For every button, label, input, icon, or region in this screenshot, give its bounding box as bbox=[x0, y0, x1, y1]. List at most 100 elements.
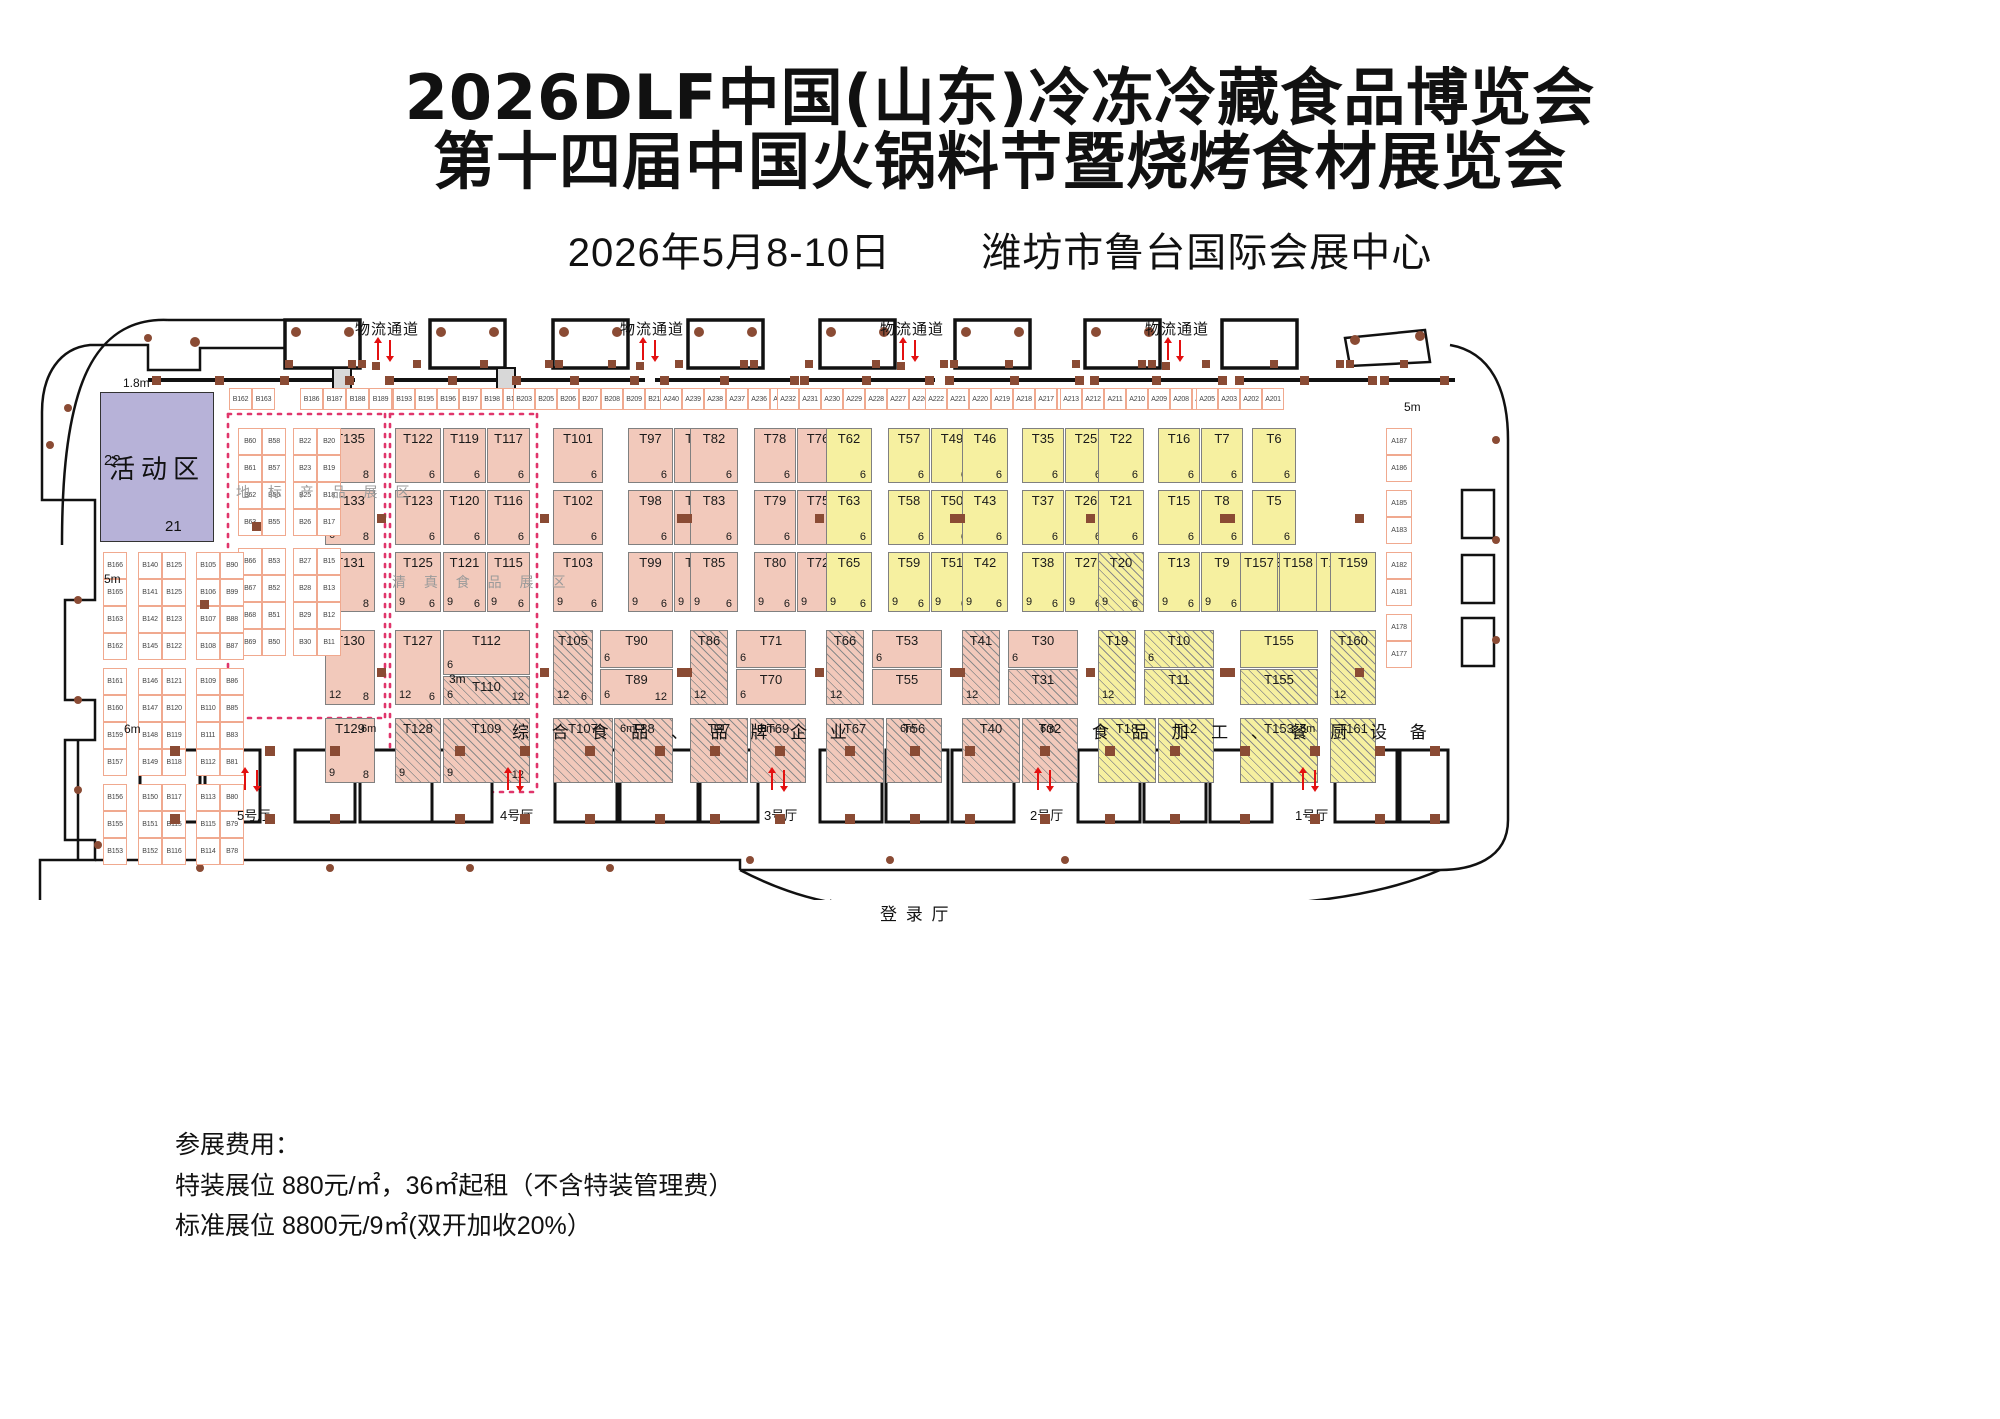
small-booth-b56[interactable]: B56 bbox=[262, 482, 286, 509]
small-booth-a230[interactable]: A230 bbox=[821, 388, 843, 410]
small-booth-a237[interactable]: A237 bbox=[726, 388, 748, 410]
small-booth-b156[interactable]: B156 bbox=[103, 784, 127, 811]
small-booth-b19[interactable]: B19 bbox=[317, 455, 341, 482]
small-booth-b114[interactable]: B114 bbox=[196, 838, 220, 865]
small-booth-b83[interactable]: B83 bbox=[220, 722, 244, 749]
small-booth-b198[interactable]: B198 bbox=[481, 388, 503, 410]
small-booth-a209[interactable]: A209 bbox=[1148, 388, 1170, 410]
booth-t105[interactable]: T105 12 6 bbox=[553, 630, 593, 705]
small-booth-b152[interactable]: B152 bbox=[138, 838, 162, 865]
small-booth-a238[interactable]: A238 bbox=[704, 388, 726, 410]
booth-t43[interactable]: T43 6 bbox=[962, 490, 1008, 545]
small-booth-b195[interactable]: B195 bbox=[415, 388, 437, 410]
booth-t67[interactable]: T67 bbox=[826, 718, 884, 783]
small-booth-b203[interactable]: B203 bbox=[513, 388, 535, 410]
booth-t20[interactable]: T20 9 6 bbox=[1098, 552, 1144, 612]
activity-area[interactable]: 活动区 bbox=[100, 392, 214, 542]
booth-t57[interactable]: T57 6 bbox=[888, 428, 930, 483]
small-booth-b22[interactable]: B22 bbox=[293, 428, 317, 455]
small-booth-b13[interactable]: B13 bbox=[317, 575, 341, 602]
small-booth-a187[interactable]: A187 bbox=[1386, 428, 1412, 455]
small-booth-b112[interactable]: B112 bbox=[196, 749, 220, 776]
small-booth-b159[interactable]: B159 bbox=[103, 722, 127, 749]
small-booth-b186[interactable]: B186 bbox=[300, 388, 323, 410]
booth-t38[interactable]: T38 9 6 bbox=[1022, 552, 1064, 612]
small-booth-b109[interactable]: B109 bbox=[196, 668, 220, 695]
booth-t155[interactable]: T155 bbox=[1240, 630, 1318, 668]
booth-t53[interactable]: T53 6 bbox=[872, 630, 942, 668]
booth-t31[interactable]: T31 bbox=[1008, 669, 1078, 705]
small-booth-a231[interactable]: A231 bbox=[799, 388, 821, 410]
booth-t46[interactable]: T46 6 bbox=[962, 428, 1008, 483]
small-booth-b58[interactable]: B58 bbox=[262, 428, 286, 455]
booth-t85[interactable]: T85 9 6 bbox=[690, 552, 738, 612]
booth-t37[interactable]: T37 6 bbox=[1022, 490, 1064, 545]
booth-t121[interactable]: T121 9 6 bbox=[443, 552, 486, 612]
booth-t78[interactable]: T78 6 bbox=[754, 428, 796, 483]
booth-t41[interactable]: T41 12 bbox=[962, 630, 1000, 705]
small-booth-b150[interactable]: B150 bbox=[138, 784, 162, 811]
small-booth-b189[interactable]: B189 bbox=[369, 388, 392, 410]
small-booth-b23[interactable]: B23 bbox=[293, 455, 317, 482]
small-booth-a186[interactable]: A186 bbox=[1386, 455, 1412, 482]
small-booth-a213[interactable]: A213 bbox=[1060, 388, 1082, 410]
booth-t82[interactable]: T82 6 bbox=[690, 428, 738, 483]
small-booth-a232[interactable]: A232 bbox=[777, 388, 799, 410]
small-booth-a203[interactable]: A203 bbox=[1218, 388, 1240, 410]
small-booth-a181[interactable]: A181 bbox=[1386, 579, 1412, 606]
small-booth-b163[interactable]: B163 bbox=[252, 388, 275, 410]
small-booth-b99[interactable]: B99 bbox=[220, 579, 244, 606]
small-booth-b196[interactable]: B196 bbox=[437, 388, 459, 410]
small-booth-b148[interactable]: B148 bbox=[138, 722, 162, 749]
small-booth-b197[interactable]: B197 bbox=[459, 388, 481, 410]
small-booth-b165[interactable]: B165 bbox=[103, 579, 127, 606]
small-booth-b108[interactable]: B108 bbox=[196, 633, 220, 660]
small-booth-b188[interactable]: B188 bbox=[346, 388, 369, 410]
small-booth-a222[interactable]: A222 bbox=[925, 388, 947, 410]
small-booth-b18[interactable]: B18 bbox=[317, 482, 341, 509]
small-booth-b205[interactable]: B205 bbox=[535, 388, 557, 410]
booth-t120[interactable]: T120 6 bbox=[443, 490, 486, 545]
small-booth-b187[interactable]: B187 bbox=[323, 388, 346, 410]
booth-t5[interactable]: T5 6 bbox=[1252, 490, 1296, 545]
booth-t125[interactable]: T125 9 6 bbox=[395, 552, 441, 612]
small-booth-b107[interactable]: B107 bbox=[196, 606, 220, 633]
small-booth-b147[interactable]: B147 bbox=[138, 695, 162, 722]
small-booth-b15[interactable]: B15 bbox=[317, 548, 341, 575]
small-booth-b80[interactable]: B80 bbox=[220, 784, 244, 811]
small-booth-b120[interactable]: B120 bbox=[162, 695, 186, 722]
small-booth-b26[interactable]: B26 bbox=[293, 509, 317, 536]
small-booth-b79[interactable]: B79 bbox=[220, 811, 244, 838]
small-booth-a202[interactable]: A202 bbox=[1240, 388, 1262, 410]
small-booth-b161[interactable]: B161 bbox=[103, 668, 127, 695]
booth-t83[interactable]: T83 6 bbox=[690, 490, 738, 545]
booth-t21[interactable]: T21 6 bbox=[1098, 490, 1144, 545]
small-booth-b145[interactable]: B145 bbox=[138, 633, 162, 660]
booth-t40[interactable]: T40 bbox=[962, 718, 1020, 783]
small-booth-b25[interactable]: B25 bbox=[293, 482, 317, 509]
booth-t160[interactable]: T160 12 bbox=[1330, 630, 1376, 705]
small-booth-b87[interactable]: B87 bbox=[220, 633, 244, 660]
booth-t79[interactable]: T79 6 bbox=[754, 490, 796, 545]
booth-t117[interactable]: T117 6 bbox=[487, 428, 530, 483]
booth-t159[interactable]: T159 bbox=[1330, 552, 1376, 612]
booth-t98[interactable]: T98 6 bbox=[628, 490, 673, 545]
small-booth-b17[interactable]: B17 bbox=[317, 509, 341, 536]
booth-t16[interactable]: T16 6 bbox=[1158, 428, 1200, 483]
booth-t128[interactable]: T128 9 bbox=[395, 718, 441, 783]
small-booth-b163[interactable]: B163 bbox=[103, 606, 127, 633]
small-booth-b62[interactable]: B62 bbox=[238, 482, 262, 509]
small-booth-a185[interactable]: A185 bbox=[1386, 490, 1412, 517]
booth-t19[interactable]: T19 12 bbox=[1098, 630, 1136, 705]
booth-t122[interactable]: T122 6 bbox=[395, 428, 441, 483]
small-booth-b141[interactable]: B141 bbox=[138, 579, 162, 606]
small-booth-b122[interactable]: B122 bbox=[162, 633, 186, 660]
booth-t12[interactable]: T12 bbox=[1158, 718, 1214, 783]
booth-t103[interactable]: T103 9 6 bbox=[553, 552, 603, 612]
booth-t9[interactable]: T9 9 6 bbox=[1201, 552, 1243, 612]
booth-t80[interactable]: T80 9 6 bbox=[754, 552, 796, 612]
small-booth-b209[interactable]: B209 bbox=[623, 388, 645, 410]
small-booth-b151[interactable]: B151 bbox=[138, 811, 162, 838]
small-booth-a201[interactable]: A201 bbox=[1262, 388, 1284, 410]
small-booth-b11[interactable]: B11 bbox=[317, 629, 341, 656]
